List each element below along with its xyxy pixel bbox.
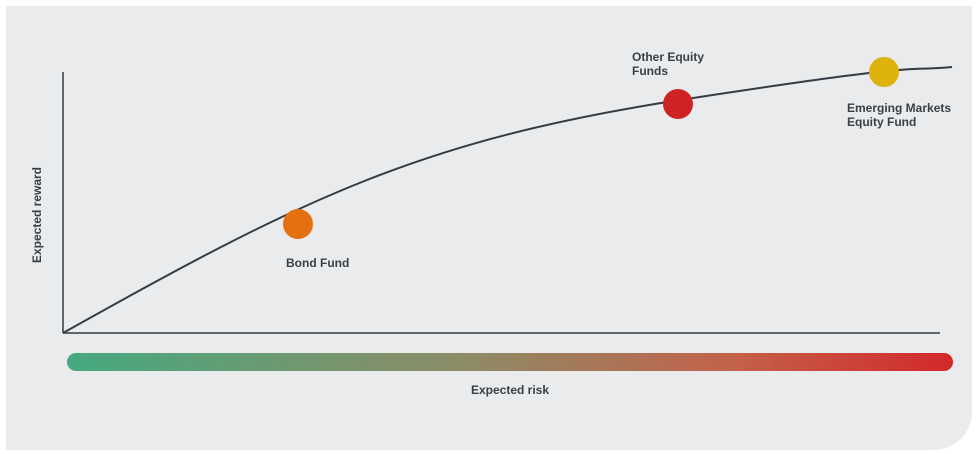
other-equity-funds-label: Other Equity Funds [632, 50, 705, 78]
emerging-markets-equity-fund-marker [869, 57, 899, 87]
x-axis-label: Expected risk [470, 383, 550, 397]
emerging-markets-equity-fund-label: Emerging Markets Equity Fund [847, 101, 952, 129]
risk-gradient-bar [67, 353, 953, 371]
y-axis-label: Expected reward [30, 166, 44, 264]
other-equity-funds-marker [663, 89, 693, 119]
bond-fund-label: Bond Fund [286, 256, 350, 270]
risk-reward-curve [62, 66, 953, 334]
bond-fund-marker [283, 209, 313, 239]
